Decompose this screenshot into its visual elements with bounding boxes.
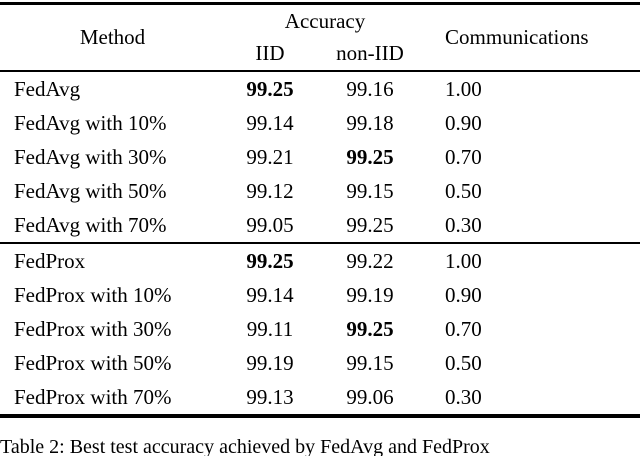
cell-iid: 99.25 xyxy=(246,76,294,101)
cell-communications: 0.30 xyxy=(445,384,482,409)
cell-communications: 1.00 xyxy=(445,76,482,101)
cell-non-iid: 99.22 xyxy=(315,242,426,278)
cell-method: FedProx with 10% xyxy=(14,282,172,307)
cell-iid: 99.21 xyxy=(246,144,294,169)
cell-iid: 99.13 xyxy=(246,384,294,409)
cell-iid: 99.11 xyxy=(246,316,294,341)
cell-communications: 0.70 xyxy=(445,316,482,341)
cell-communications: 0.70 xyxy=(445,144,482,169)
cell-method: FedAvg with 50% xyxy=(14,178,167,203)
cell-iid: 99.14 xyxy=(246,282,294,307)
cell-non-iid: 99.19 xyxy=(346,282,394,307)
cell-non-iid: 99.15 xyxy=(346,350,394,375)
cell-non-iid: 99.18 xyxy=(346,110,394,135)
cell-iid: 99.19 xyxy=(246,350,294,375)
cell-iid: 99.05 xyxy=(246,212,294,237)
cell-non-iid: 99.25 xyxy=(346,316,394,341)
cell-communications: 0.90 xyxy=(445,282,482,307)
column-header-method: Method xyxy=(79,25,146,49)
results-table: Method Accuracy Communications IID non-I… xyxy=(0,2,640,418)
cell-iid: 99.14 xyxy=(246,110,294,135)
table-row: FedAvg with 70% 99.05 99.25 0.30 xyxy=(0,208,640,243)
column-header-communications: Communications xyxy=(445,25,589,49)
cell-method: FedProx xyxy=(0,242,225,278)
cell-method: FedAvg with 70% xyxy=(14,212,167,237)
cell-method: FedAvg with 10% xyxy=(14,110,167,135)
column-header-iid: IID xyxy=(255,41,285,65)
cell-iid: 99.25 xyxy=(225,242,315,278)
table-row: FedAvg with 30% 99.21 99.25 0.70 xyxy=(0,140,640,174)
table-header: Method Accuracy Communications IID non-I… xyxy=(0,4,640,71)
cell-communications: 0.30 xyxy=(445,212,482,237)
table-row: FedAvg 99.25 99.16 1.00 xyxy=(0,71,640,106)
cell-non-iid: 99.25 xyxy=(346,144,394,169)
cell-communications: 0.50 xyxy=(445,178,482,203)
table-row: FedProx with 70% 99.13 99.06 0.30 xyxy=(0,380,640,416)
cell-communications: 1.00 xyxy=(425,242,640,278)
cell-method: FedAvg xyxy=(14,76,81,101)
table-row: FedProx 99.25 99.22 1.00 xyxy=(0,242,640,278)
cell-non-iid: 99.15 xyxy=(346,178,394,203)
table-caption: Table 2: Best test accuracy achieved by … xyxy=(0,436,490,456)
table-row: FedProx with 10% 99.14 99.19 0.90 xyxy=(0,278,640,312)
cell-iid: 99.12 xyxy=(246,178,294,203)
cell-method: FedProx with 30% xyxy=(14,316,172,341)
cell-non-iid: 99.25 xyxy=(346,212,394,237)
table-row: FedAvg with 50% 99.12 99.15 0.50 xyxy=(0,174,640,208)
cell-method: FedAvg with 30% xyxy=(14,144,167,169)
table-row: FedAvg with 10% 99.14 99.18 0.90 xyxy=(0,106,640,140)
table-row: FedProx with 50% 99.19 99.15 0.50 xyxy=(0,346,640,380)
column-header-accuracy-group: Accuracy xyxy=(284,8,366,33)
cell-method: FedProx with 50% xyxy=(14,350,172,375)
cell-communications: 0.90 xyxy=(445,110,482,135)
cell-communications: 0.50 xyxy=(445,350,482,375)
column-header-non-iid: non-IID xyxy=(336,41,404,65)
cell-method: FedProx with 70% xyxy=(14,384,172,409)
table-row: FedProx with 30% 99.11 99.25 0.70 xyxy=(0,312,640,346)
cell-non-iid: 99.06 xyxy=(346,384,394,409)
cell-non-iid: 99.16 xyxy=(346,76,394,101)
